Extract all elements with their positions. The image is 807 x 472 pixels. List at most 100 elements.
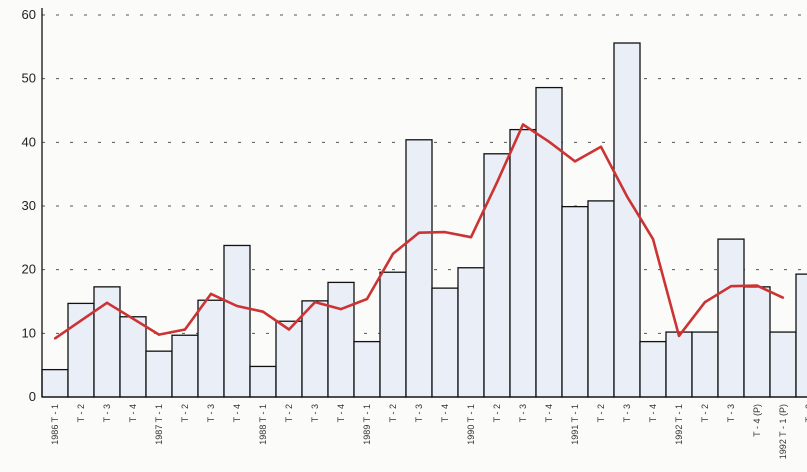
x-tick-label: T - 2 bbox=[180, 404, 190, 422]
bar bbox=[691, 331, 719, 398]
x-tick-label: T - 3 bbox=[102, 404, 112, 422]
bar bbox=[275, 320, 303, 398]
bar bbox=[639, 340, 667, 398]
bar bbox=[145, 350, 173, 398]
x-tick-label: 1989 T - 1 bbox=[362, 404, 372, 445]
trend-line-series bbox=[53, 123, 785, 340]
x-tick-label: T - 4 bbox=[440, 404, 450, 422]
bar bbox=[67, 302, 95, 398]
bar bbox=[483, 153, 511, 398]
x-tick-label: T - 4 (P) bbox=[752, 404, 762, 437]
x-tick-label: T - 2 bbox=[804, 404, 807, 422]
trend-point bbox=[261, 310, 265, 313]
x-tick-label: T - 4 bbox=[232, 404, 242, 422]
trend-point bbox=[651, 237, 655, 241]
x-tick-label: 1990 T - 1 bbox=[466, 404, 476, 445]
trend-point bbox=[755, 284, 759, 287]
trend-point bbox=[105, 301, 109, 304]
trend-point bbox=[339, 307, 343, 311]
y-tick-label: 20 bbox=[22, 262, 36, 277]
trend-point bbox=[573, 160, 577, 163]
bar-series bbox=[41, 42, 807, 398]
y-tick-label: 60 bbox=[22, 7, 36, 22]
x-tick-label: T - 4 bbox=[128, 404, 138, 422]
y-tick-label: 0 bbox=[29, 389, 36, 404]
trend-point bbox=[209, 292, 213, 296]
trend-point bbox=[547, 140, 551, 143]
bar bbox=[509, 128, 537, 398]
trend-point bbox=[313, 300, 317, 304]
bar bbox=[119, 316, 147, 398]
x-tick-label: T - 2 bbox=[388, 404, 398, 422]
bar bbox=[41, 368, 69, 398]
trend-point bbox=[469, 235, 473, 239]
bar bbox=[769, 331, 797, 398]
x-tick-label: 1992 T - 1 (P) bbox=[778, 404, 788, 459]
bar bbox=[405, 139, 433, 398]
trend-point bbox=[599, 145, 603, 148]
bar bbox=[795, 273, 807, 398]
y-tick-label: 50 bbox=[22, 71, 36, 86]
trend-point bbox=[131, 317, 135, 320]
x-tick-label: 1988 T - 1 bbox=[258, 404, 268, 445]
bar bbox=[379, 271, 407, 398]
trend-point bbox=[391, 252, 395, 255]
trend-point bbox=[417, 231, 421, 234]
bar bbox=[665, 331, 693, 398]
x-tick-labels: 1986 T - 1 T - 2 T - 3 T - 4 1987 T - 1 T - 2… bbox=[50, 404, 807, 459]
bar bbox=[431, 287, 459, 398]
trend-point bbox=[53, 337, 57, 340]
y-tick-labels: 0 10 20 30 40 50 60 bbox=[22, 7, 36, 404]
trend-point bbox=[625, 195, 629, 198]
y-tick-label: 10 bbox=[22, 325, 36, 340]
x-tick-label: 1987 T - 1 bbox=[154, 404, 164, 445]
bar bbox=[743, 286, 771, 398]
trend-point bbox=[781, 296, 785, 299]
trend-point bbox=[521, 123, 525, 126]
trend-point bbox=[443, 230, 447, 234]
trend-point bbox=[677, 334, 681, 338]
x-tick-label: T - 3 bbox=[414, 404, 424, 422]
bar bbox=[249, 365, 277, 398]
trend-point bbox=[703, 300, 707, 304]
x-tick-label: T - 2 bbox=[596, 404, 606, 422]
trend-point bbox=[729, 285, 733, 288]
trend-point bbox=[287, 328, 291, 331]
y-tick-label: 30 bbox=[22, 198, 36, 213]
x-tick-label: 1992 T - 1 bbox=[674, 404, 684, 445]
y-tick-label: 40 bbox=[22, 134, 36, 149]
x-tick-label: T - 3 bbox=[310, 404, 320, 422]
x-tick-label: 1986 T - 1 bbox=[50, 404, 60, 445]
bar bbox=[457, 267, 485, 398]
x-tick-label: T - 2 bbox=[700, 404, 710, 422]
bar bbox=[535, 86, 563, 398]
bar bbox=[613, 42, 641, 398]
x-tick-label: T - 2 bbox=[492, 404, 502, 422]
x-tick-label: T - 4 bbox=[544, 404, 554, 422]
x-tick-label: T - 3 bbox=[206, 404, 216, 422]
x-tick-label: 1991 T - 1 bbox=[570, 404, 580, 445]
x-tick-label: T - 4 bbox=[648, 404, 658, 422]
bar bbox=[327, 281, 355, 398]
bar bbox=[197, 299, 225, 398]
bar bbox=[717, 238, 745, 398]
x-tick-label: T - 2 bbox=[284, 404, 294, 422]
trend-point bbox=[183, 328, 187, 331]
bar bbox=[223, 244, 251, 398]
bar bbox=[171, 334, 199, 398]
bar bbox=[301, 300, 329, 398]
trend-point bbox=[495, 181, 499, 184]
x-tick-label: T - 3 bbox=[726, 404, 736, 422]
x-tick-label: T - 4 bbox=[336, 404, 346, 422]
bar bbox=[587, 200, 615, 398]
x-tick-label: T - 3 bbox=[518, 404, 528, 422]
trend-point bbox=[79, 319, 83, 322]
trend-point bbox=[365, 297, 369, 301]
x-tick-label: T - 3 bbox=[622, 404, 632, 422]
trend-point bbox=[235, 304, 239, 308]
bar bbox=[353, 340, 381, 398]
trend-point bbox=[157, 333, 161, 336]
bar bbox=[561, 205, 589, 398]
x-tick-label: T - 2 bbox=[76, 404, 86, 422]
